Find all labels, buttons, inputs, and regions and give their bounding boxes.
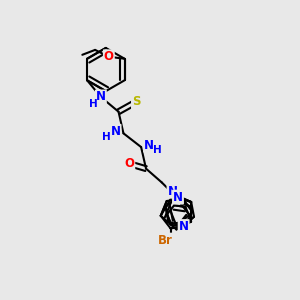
Text: N: N (173, 190, 183, 204)
Text: H: H (102, 132, 111, 142)
Text: N: N (167, 185, 178, 198)
Text: S: S (132, 95, 140, 108)
Text: O: O (104, 50, 114, 63)
Text: Br: Br (158, 234, 173, 247)
Text: H: H (88, 99, 98, 109)
Text: H: H (153, 145, 162, 155)
Text: N: N (96, 91, 106, 103)
Text: N: N (111, 125, 121, 138)
Text: N: N (144, 139, 154, 152)
Text: O: O (124, 157, 134, 170)
Text: N: N (179, 220, 189, 233)
